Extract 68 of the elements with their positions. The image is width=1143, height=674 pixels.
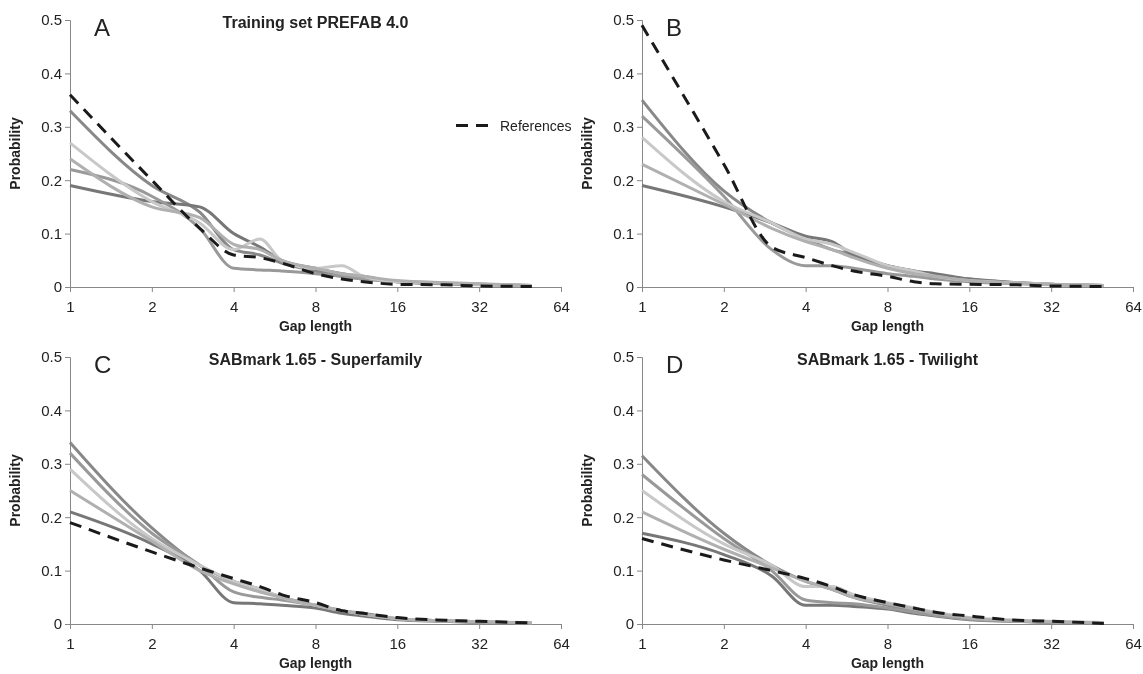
x-tick-label: 64: [1125, 297, 1142, 315]
y-axis-title: Probability: [7, 454, 23, 527]
x-tick-label: 2: [148, 634, 157, 652]
x-tick-label: 16: [389, 297, 407, 315]
x-tick-label: 8: [883, 634, 893, 652]
x-tick-label: 64: [553, 297, 570, 315]
y-tick-label: 0.5: [613, 348, 634, 366]
x-tick-label: 1: [66, 297, 75, 315]
x-tick-label: 1: [66, 634, 75, 652]
x-tick-label: 2: [148, 297, 157, 315]
x-tick-label: 2: [720, 297, 729, 315]
x-tick-label: 4: [801, 297, 811, 315]
y-tick-label: 0: [53, 278, 62, 296]
y-tick-label: 0.4: [41, 401, 62, 419]
y-tick-label: 0.5: [41, 348, 62, 366]
chart-title: SABmark 1.65 - Twilight: [796, 351, 979, 368]
y-tick-label: 0.2: [41, 171, 62, 189]
x-tick-label: 8: [883, 297, 893, 315]
x-axis-title: Gap length: [850, 655, 925, 671]
y-tick-label: 0.5: [613, 11, 634, 29]
y-axis-title: Probability: [7, 117, 23, 190]
y-tick-label: 0.1: [613, 561, 634, 579]
x-axis-title: Gap length: [850, 318, 925, 334]
y-tick-label: 0.3: [41, 118, 62, 136]
annotation: D: [666, 351, 684, 378]
x-tick-label: 8: [311, 297, 321, 315]
y-tick-label: 0.4: [41, 64, 62, 82]
y-tick-label: 0.3: [613, 455, 634, 473]
y-axis-title: Probability: [579, 117, 595, 190]
x-tick-label: 32: [1043, 297, 1061, 315]
y-tick-label: 0.2: [613, 508, 634, 526]
chart-title: Training set PREFAB 4.0: [222, 14, 409, 31]
x-tick-label: 4: [801, 634, 811, 652]
x-tick-label: 4: [229, 634, 239, 652]
x-tick-label: 64: [1125, 634, 1142, 652]
y-tick-label: 0.3: [613, 118, 634, 136]
x-tick-label: 64: [553, 634, 570, 652]
y-tick-label: 0.3: [41, 455, 62, 473]
y-tick-label: 0: [53, 615, 62, 633]
x-tick-label: 16: [961, 634, 979, 652]
legend-label: References: [500, 117, 572, 134]
y-tick-label: 0.2: [41, 508, 62, 526]
x-tick-label: 8: [311, 634, 321, 652]
x-tick-label: 32: [1043, 634, 1061, 652]
annotation: C: [94, 351, 112, 378]
y-tick-label: 0.1: [41, 224, 62, 242]
x-tick-label: 32: [471, 297, 489, 315]
x-tick-label: 4: [229, 297, 239, 315]
y-tick-label: 0.4: [613, 401, 634, 419]
y-tick-label: 0.1: [41, 561, 62, 579]
annotation: B: [666, 14, 683, 41]
x-tick-label: 16: [961, 297, 979, 315]
x-tick-label: 32: [471, 634, 489, 652]
chart-title: SABmark 1.65 - Superfamily: [208, 351, 423, 368]
y-tick-label: 0.4: [613, 64, 634, 82]
y-tick-label: 0: [625, 615, 634, 633]
x-tick-label: 1: [638, 297, 647, 315]
y-axis-title: Probability: [579, 454, 595, 527]
x-tick-label: 2: [720, 634, 729, 652]
y-tick-label: 0: [625, 278, 634, 296]
x-axis-title: Gap length: [278, 655, 353, 671]
y-tick-label: 0.5: [41, 11, 62, 29]
annotation: A: [94, 14, 111, 41]
y-tick-label: 0.2: [613, 171, 634, 189]
x-axis-title: Gap length: [278, 318, 353, 334]
x-tick-label: 1: [638, 634, 647, 652]
x-tick-label: 16: [389, 634, 407, 652]
y-tick-label: 0.1: [613, 224, 634, 242]
